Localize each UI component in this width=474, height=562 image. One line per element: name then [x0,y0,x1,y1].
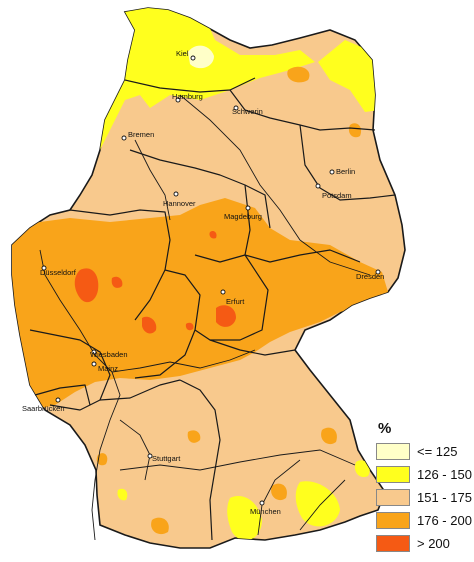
legend-label: > 200 [417,535,450,551]
zone-spot-east-bavaria [321,427,337,445]
city-label-wiesbaden: Wiesbaden [90,350,128,359]
zone-alpine-yellow-east [295,481,340,527]
zone-spot-upper-bavaria [271,483,287,501]
city-label-stuttgart: Stuttgart [152,454,181,463]
city-dot-mainz [91,361,97,367]
city-dot-schwerin [233,105,239,111]
river-neckar [119,419,151,481]
legend-swatch [376,442,410,460]
zone-hotspot-rhoen [185,322,194,331]
city-dot-duesseldorf [41,265,47,271]
city-label-bremen: Bremen [128,130,154,139]
legend-label: 126 - 150 [417,466,472,482]
legend-title: % [378,420,392,437]
legend-label: <= 125 [417,443,458,459]
zone-southwest-yellow [117,488,128,501]
city-label-hannover: Hannover [163,199,196,208]
city-dot-dresden [375,269,381,275]
city-label-muenchen: München [250,507,281,516]
city-label-magdeburg: Magdeburg [224,212,262,221]
river-main [111,349,256,373]
city-label-kiel: Kiel [176,49,189,58]
city-dot-kiel [190,55,196,61]
city-dot-stuttgart [147,453,153,459]
state-borders [29,77,396,541]
zone-spot-swabian [187,430,201,443]
city-label-mainz: Mainz [98,364,118,373]
city-dot-bremen [121,135,127,141]
city-dot-wiesbaden [91,349,97,355]
city-label-dresden: Dresden [356,272,384,281]
river-inn [299,479,346,531]
legend-item: <= 125 [376,442,472,460]
city-dot-berlin [329,169,335,175]
city-label-berlin: Berlin [336,167,355,176]
zone-hotspot-vogelsberg [142,316,157,334]
river-isar [257,459,301,536]
city-label-hamburg: Hamburg [172,92,203,101]
legend-swatch [376,511,410,529]
city-dot-hamburg [175,97,181,103]
zone-alpine-yellow-small [354,460,370,478]
zone-spot-ems [287,66,310,83]
city-label-erfurt: Erfurt [226,297,245,306]
legend-item: 126 - 150 [376,465,472,483]
river-elbe [179,94,371,276]
border-brandenburg [299,124,396,201]
zone-hotspot-sauerland [74,268,99,303]
zone-fehmarn-light [231,25,249,41]
city-dot-hannover [173,191,179,197]
border-ns-center [129,149,271,229]
zone-northeast-yellow [318,40,380,112]
legend: % <= 125 126 - 150 151 - 175 176 - 200 >… [376,420,472,557]
river-danube [119,449,356,471]
border-bavaria-north [209,339,296,356]
border-sachsen-anhalt [244,184,361,263]
legend-swatch [376,534,410,552]
city-dot-potsdam [315,183,321,189]
border-saarland [34,384,91,406]
zone-hotspot-thuringia [216,305,236,327]
city-label-duesseldorf: Düsseldorf [40,268,77,277]
border-rlp [29,329,111,411]
zone-hotspot-harz [209,230,217,239]
zone-spot-north [348,123,362,138]
zone-alpine-yellow [227,496,262,541]
zone-hotspot-west [111,276,123,288]
legend-swatch [376,488,410,506]
city-labels: Kiel Hamburg Schwerin Bremen Berlin Pots… [22,49,384,516]
border-nrw [69,209,171,321]
zone-kiel-light [188,45,214,69]
border-bw-bavaria [179,379,221,541]
river-weser [134,139,171,221]
rivers [39,94,371,541]
legend-item: 176 - 200 [376,511,472,529]
zone-spot-lake [151,517,169,535]
legend-item: 151 - 175 [376,488,472,506]
city-label-saarbruecken: Saarbrücken [22,404,65,413]
legend-label: 151 - 175 [417,489,472,505]
border-thuringia [194,254,269,341]
city-dot-magdeburg [245,205,251,211]
border-bw-north [99,379,181,401]
city-dot-saarbruecken [55,397,61,403]
city-dot-muenchen [259,500,265,506]
legend-label: 176 - 200 [417,512,472,528]
city-dot-erfurt [220,289,226,295]
legend-item: > 200 [376,534,472,552]
city-markers [41,55,381,506]
river-rhine [39,249,121,541]
city-label-schwerin: Schwerin [232,107,263,116]
border-sh-north [124,77,256,93]
city-label-potsdam: Potsdam [322,191,352,200]
legend-swatch [376,465,410,483]
